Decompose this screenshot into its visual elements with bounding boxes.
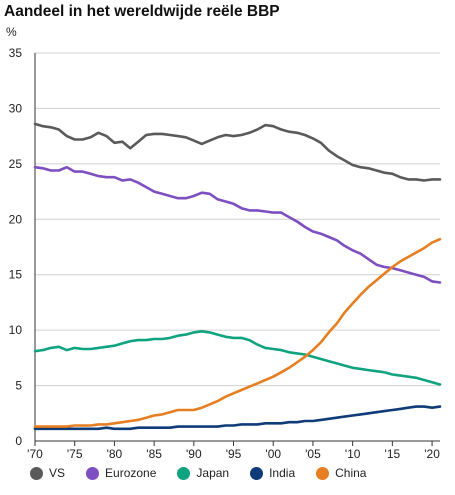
chart-title: Aandeel in het wereldwijde reële BBP bbox=[4, 3, 280, 20]
y-tick-label: 10 bbox=[9, 323, 23, 337]
legend-item-eurozone: Eurozone bbox=[86, 466, 156, 480]
legend: VS Eurozone Japan India China bbox=[30, 466, 387, 480]
legend-swatch bbox=[316, 466, 330, 480]
y-tick-label: 20 bbox=[9, 212, 23, 226]
series-line-india bbox=[33, 405, 442, 431]
y-tick-label: 30 bbox=[9, 101, 23, 115]
legend-swatch bbox=[177, 466, 191, 480]
y-tick-label: 15 bbox=[9, 268, 23, 282]
legend-item-japan: Japan bbox=[177, 466, 229, 480]
series-line-china bbox=[33, 237, 442, 428]
legend-label: Eurozone bbox=[105, 466, 157, 480]
legend-label: VS bbox=[49, 466, 66, 480]
y-axis-unit: % bbox=[6, 25, 17, 39]
series-line-japan bbox=[33, 329, 442, 386]
series-line-vs bbox=[33, 122, 442, 182]
y-tick-label: 0 bbox=[15, 434, 22, 448]
x-tick-label: '10 bbox=[345, 447, 361, 460]
x-tick-label: '80 bbox=[107, 447, 123, 460]
x-tick-label: '15 bbox=[385, 447, 401, 460]
x-tick-label: '75 bbox=[67, 447, 83, 460]
legend-label: Japan bbox=[196, 466, 230, 480]
y-tick-label: 5 bbox=[15, 379, 22, 393]
legend-label: India bbox=[269, 466, 296, 480]
series-line-eurozone bbox=[33, 165, 442, 284]
legend-swatch bbox=[86, 466, 100, 480]
legend-swatch bbox=[250, 466, 264, 480]
x-tick-label: '70 bbox=[27, 447, 43, 460]
line-chart: 0 5 10 15 20 25 30 35 '70 '75 '80 '85 '90 '95 '00 '05 '1… bbox=[9, 46, 442, 460]
y-tick-label: 35 bbox=[9, 46, 23, 60]
x-tick-label: '05 bbox=[305, 447, 321, 460]
x-tick-label: '90 bbox=[186, 447, 202, 460]
x-tick-label: '00 bbox=[265, 447, 281, 460]
legend-swatch bbox=[30, 466, 43, 480]
x-tick-label: '85 bbox=[146, 447, 162, 460]
legend-label: China bbox=[335, 466, 367, 480]
legend-item-india: India bbox=[250, 466, 295, 480]
y-tick-label: 25 bbox=[9, 157, 23, 171]
x-tick-label: '95 bbox=[226, 447, 242, 460]
legend-item-vs: VS bbox=[30, 466, 65, 480]
x-tick-label: '20 bbox=[424, 447, 440, 460]
legend-item-china: China bbox=[316, 466, 366, 480]
